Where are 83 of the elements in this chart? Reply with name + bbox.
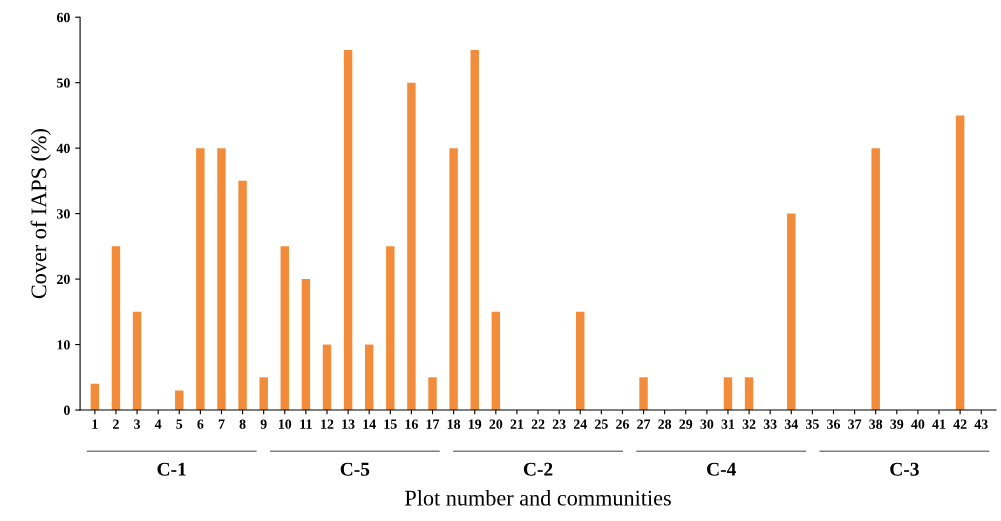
x-tick-label: 23 [552,419,566,429]
x-tick-label: 39 [890,419,904,429]
x-tick-label: 1 [92,419,98,429]
bar [90,383,100,411]
x-tick-label: 38 [869,419,883,429]
bar [364,344,374,411]
x-tick-label: 30 [700,419,714,429]
x-tick-label: 37 [848,419,862,429]
bar [132,311,142,411]
bar [322,344,332,411]
bar [111,246,121,411]
x-tick-label: 11 [300,419,312,429]
x-tick-label: 24 [573,419,587,429]
x-tick-label: 34 [784,419,798,429]
x-tick-label: 32 [742,419,756,429]
bar [449,148,458,411]
x-tick-label: 6 [197,419,204,429]
x-tick-label: 26 [616,419,629,429]
x-tick-label: 4 [154,419,162,429]
x-tick-label: 29 [679,419,693,429]
bar [428,377,437,411]
y-tick-label: 30 [56,209,70,219]
text: C-1 [157,462,186,476]
bar [871,148,880,411]
bar [386,246,395,411]
bar [175,390,184,411]
x-tick-label: 21 [510,419,524,429]
x-tick-label: 9 [260,419,267,429]
x-tick-label: 19 [468,419,482,429]
y-tick-label: 60 [56,12,70,23]
x-tick-label: 27 [637,419,651,429]
bar [576,311,585,411]
x-tick-label: 8 [239,419,246,429]
text: C-2 [523,462,553,476]
y-tick-label: 40 [56,143,70,154]
bar [744,377,754,411]
bar [280,246,290,411]
x-tick-label: 18 [447,419,461,429]
y-tick-label: 50 [57,78,70,88]
x-tick-label: 31 [721,419,735,429]
text: C-5 [340,462,370,476]
x-tick-label: 13 [342,419,355,429]
bar [259,377,268,411]
bar [407,82,416,411]
x-tick-label: 33 [763,419,777,429]
x-tick-label: 12 [321,419,334,429]
text: C-4 [707,462,736,476]
x-tick-label: 16 [405,419,418,429]
x-tick-label: 10 [278,419,292,429]
x-tick-label: 3 [134,419,141,429]
bar [196,148,205,411]
bar [723,377,733,411]
x-tick-label: 43 [974,419,988,429]
x-tick-label: 15 [384,419,397,429]
x-tick-label: 5 [176,419,183,429]
bar [301,279,311,411]
bar [238,180,247,411]
x-tick-label: 42 [953,419,967,429]
x-tick-label: 35 [805,419,819,429]
x-tick-label: 28 [658,419,672,429]
bar [639,377,648,411]
bar [217,148,226,411]
text: C-3 [890,462,919,476]
y-tick-label: 0 [63,405,70,415]
x-tick-label: 20 [489,419,503,429]
x-tick-label: 22 [531,419,545,429]
bar [787,213,796,411]
bar [470,49,479,411]
x-tick-label: 7 [218,419,225,429]
y-tick-label: 20 [57,274,70,285]
x-tick-label: 25 [594,419,608,429]
y-tick-label: 10 [57,340,70,350]
x-tick-label: 17 [426,419,440,429]
x-tick-label: 41 [932,419,946,429]
x-tick-label: 14 [363,419,376,429]
x-axis-title: Plot number and communities [405,489,671,506]
bar [343,49,353,411]
y-axis-title: Cover of IAPS (%) [30,129,51,299]
x-tick-label: 40 [911,419,925,429]
bar [491,311,501,411]
x-tick-label: 2 [113,419,119,429]
bar [955,115,965,411]
x-tick-label: 36 [827,419,841,429]
